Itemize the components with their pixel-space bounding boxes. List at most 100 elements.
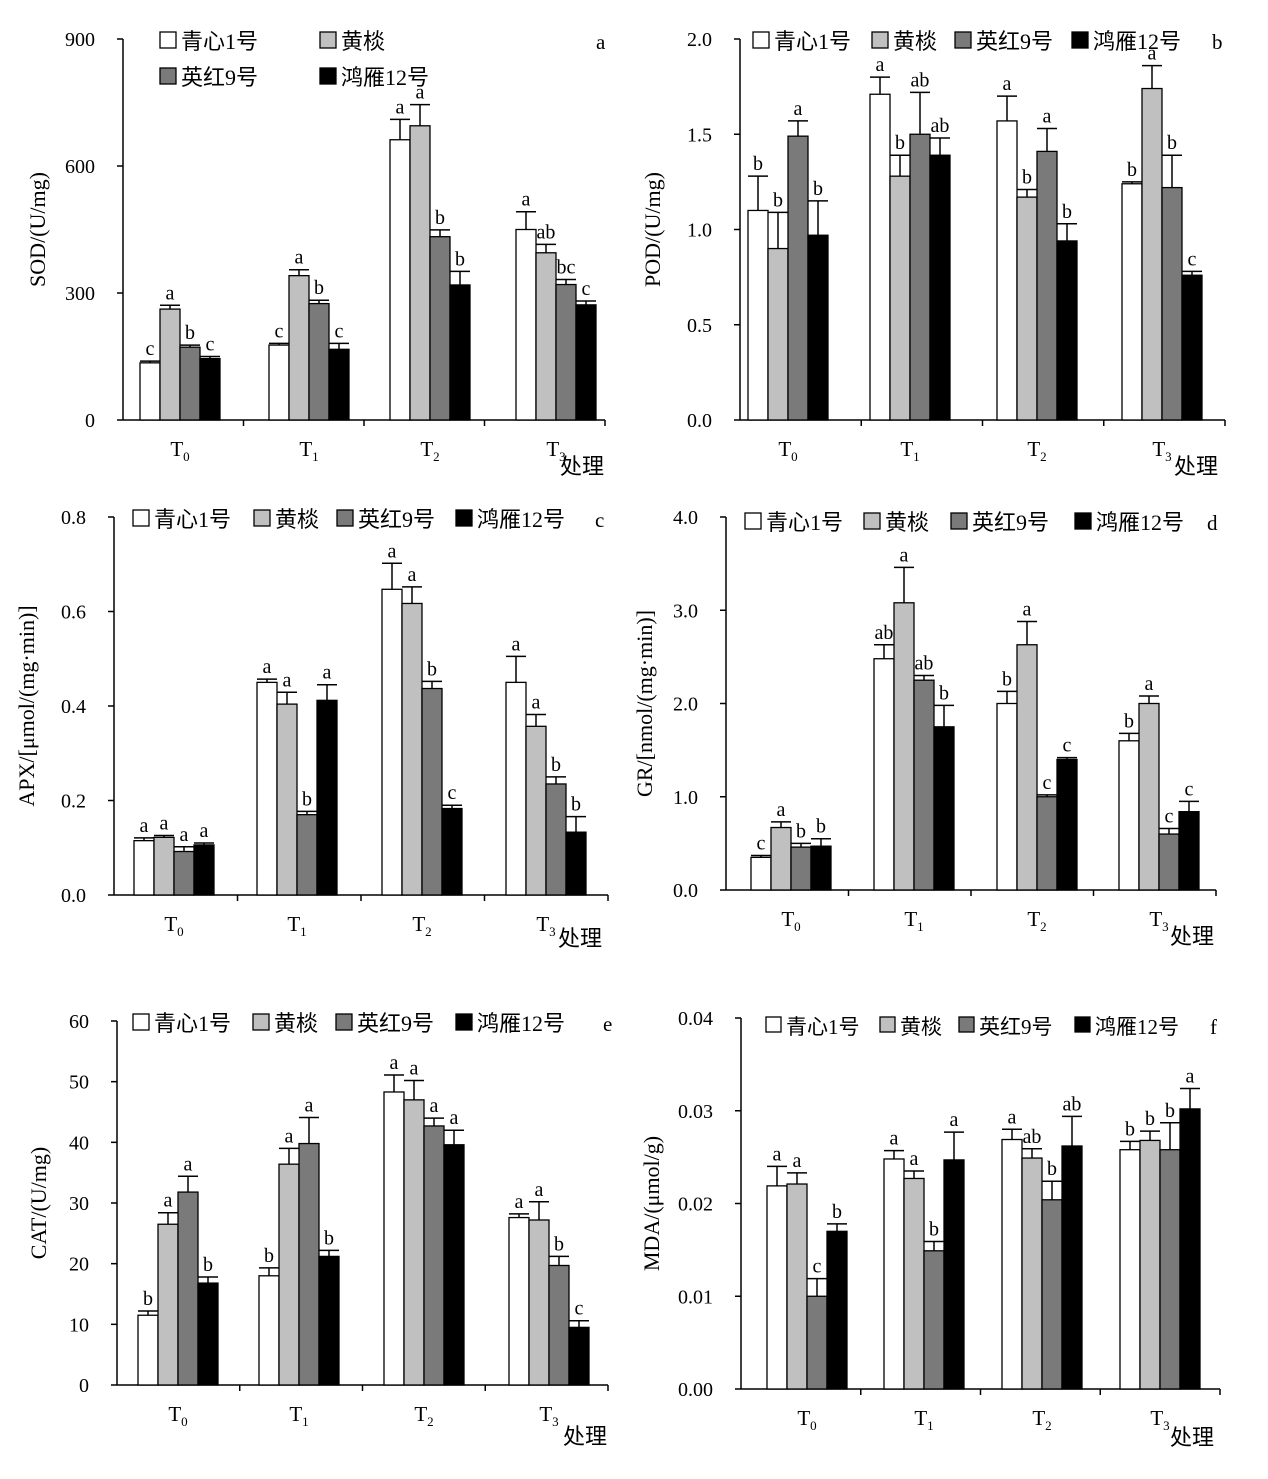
bar-d-s2-c2: [1036, 796, 1058, 891]
significance-letter: a: [1008, 1106, 1017, 1128]
legend-label: 鸿雁12号: [341, 65, 429, 90]
legend-swatch-1: [871, 31, 889, 49]
x-tick-label: T0: [170, 437, 189, 464]
bar-e-s0-c0: [137, 1314, 159, 1386]
significance-letter: c: [335, 320, 344, 342]
bar-d-s3-c2: [1056, 758, 1078, 891]
x-tick-label: T2: [420, 437, 439, 464]
bar-d-s2-c1: [913, 679, 935, 891]
bar-b-s3-c1: [929, 154, 951, 421]
significance-letter: a: [408, 564, 417, 586]
significance-letter: b: [1047, 1158, 1057, 1180]
significance-letter: a: [1023, 598, 1032, 620]
y-tick-label: 0: [79, 1375, 89, 1397]
bar-a-s3-c2: [449, 284, 471, 421]
significance-letter: c: [582, 278, 591, 300]
x-tick-label: T1: [299, 437, 318, 464]
x-tick-label: T1: [287, 912, 306, 939]
x-tick-label: T1: [289, 1402, 308, 1429]
legend-label: 英红9号: [976, 29, 1053, 54]
bar-a-s0-c3: [515, 228, 537, 421]
legend-label: 英红9号: [972, 510, 1049, 535]
bar-e-s1-c3: [528, 1219, 550, 1386]
significance-letter: ab: [1063, 1093, 1082, 1115]
significance-letter: a: [1043, 106, 1052, 128]
significance-letter: ab: [537, 221, 556, 243]
legend-label: 鸿雁12号: [1096, 510, 1184, 535]
significance-letter: a: [794, 98, 803, 120]
legend-swatch-0: [132, 1013, 150, 1031]
bar-e-s3-c0: [197, 1282, 219, 1386]
bar-a-s1-c0: [159, 308, 181, 421]
y-tick-label: 0.2: [61, 791, 86, 813]
legend-label: 鸿雁12号: [477, 507, 565, 532]
significance-letter: a: [773, 1143, 782, 1165]
significance-letter: b: [143, 1288, 153, 1310]
significance-letter: a: [430, 1095, 439, 1117]
significance-letter: a: [532, 692, 541, 714]
y-tick-label: 3.0: [673, 600, 698, 622]
legend-swatch-1: [319, 31, 337, 49]
legend: 青心1号 黄棪 英红9号 鸿雁12号: [132, 507, 565, 532]
significance-letter: b: [1125, 1118, 1135, 1140]
significance-letter: b: [203, 1254, 213, 1276]
significance-letter: ab: [1023, 1126, 1042, 1148]
y-tick-label: 40: [69, 1132, 89, 1154]
bar-d-s0-c0: [750, 856, 772, 891]
bar-e-s1-c0: [157, 1223, 179, 1386]
bar-b-s1-c3: [1141, 87, 1163, 421]
y-tick-label: 0.00: [678, 1379, 713, 1401]
significance-letter: a: [160, 812, 169, 834]
y-axis-title: SOD/(U/mg): [25, 172, 50, 287]
legend-swatch-0: [752, 31, 770, 49]
x-axis-title: 处理: [558, 926, 602, 951]
significance-letter: bc: [557, 256, 576, 278]
x-tick-label: T0: [164, 912, 183, 939]
bar-c-s3-c1: [316, 699, 338, 896]
bar-f-s1-c3: [1139, 1139, 1161, 1390]
legend-label: 青心1号: [786, 1015, 860, 1039]
significance-letter: b: [455, 248, 465, 270]
significance-letter: a: [180, 824, 189, 846]
y-axis-title: MDA/(μmol/g): [639, 1136, 664, 1271]
x-axis-title: 处理: [1170, 924, 1214, 949]
significance-letter: a: [323, 662, 332, 684]
legend-swatch-3: [455, 509, 473, 527]
legend-swatch-3: [1071, 31, 1089, 49]
bar-e-s1-c1: [278, 1163, 300, 1386]
panel-label: d: [1207, 511, 1218, 535]
bar-d-s0-c2: [996, 702, 1018, 891]
bar-a-s0-c1: [268, 344, 290, 421]
bar-c-s2-c0: [173, 850, 195, 896]
bar-c-s0-c1: [256, 681, 278, 896]
y-tick-label: 300: [65, 283, 95, 305]
legend-swatch-2: [335, 1013, 353, 1031]
significance-letter: b: [551, 754, 561, 776]
significance-letter: a: [1148, 43, 1157, 65]
legend: 青心1号 黄棪 英红9号 鸿雁12号: [752, 29, 1181, 54]
y-tick-label: 0.04: [678, 1008, 713, 1030]
bar-b-s3-c2: [1056, 240, 1078, 421]
significance-letter: c: [146, 338, 155, 360]
bar-a-s3-c0: [199, 357, 221, 421]
x-tick-label: T2: [1032, 1406, 1051, 1433]
x-tick-label: T2: [412, 912, 431, 939]
bar-d-s1-c1: [893, 602, 915, 891]
significance-letter: c: [1043, 772, 1052, 794]
chart-panel-b: 0.00.51.01.52.0T0 T1 T2 T3 处理POD/(U/mg)baabb…: [640, 29, 1226, 479]
bar-f-s3-c3: [1179, 1108, 1201, 1390]
significance-letter: b: [314, 277, 324, 299]
x-axis-title: 处理: [563, 1424, 607, 1449]
y-tick-label: 0.5: [687, 315, 712, 337]
significance-letter: b: [813, 178, 823, 200]
legend-swatch-0: [765, 1016, 782, 1033]
bar-e-s0-c2: [383, 1091, 405, 1386]
bar-b-s3-c3: [1181, 274, 1203, 421]
bar-f-s0-c1: [883, 1158, 905, 1390]
x-tick-label: T2: [1027, 437, 1046, 464]
significance-letter: b: [753, 153, 763, 175]
significance-letter: a: [535, 1179, 544, 1201]
bar-c-s1-c3: [525, 725, 547, 896]
y-tick-label: 50: [69, 1072, 89, 1094]
legend: 青心1号 黄棪 英红9号 鸿雁12号: [765, 1015, 1179, 1039]
